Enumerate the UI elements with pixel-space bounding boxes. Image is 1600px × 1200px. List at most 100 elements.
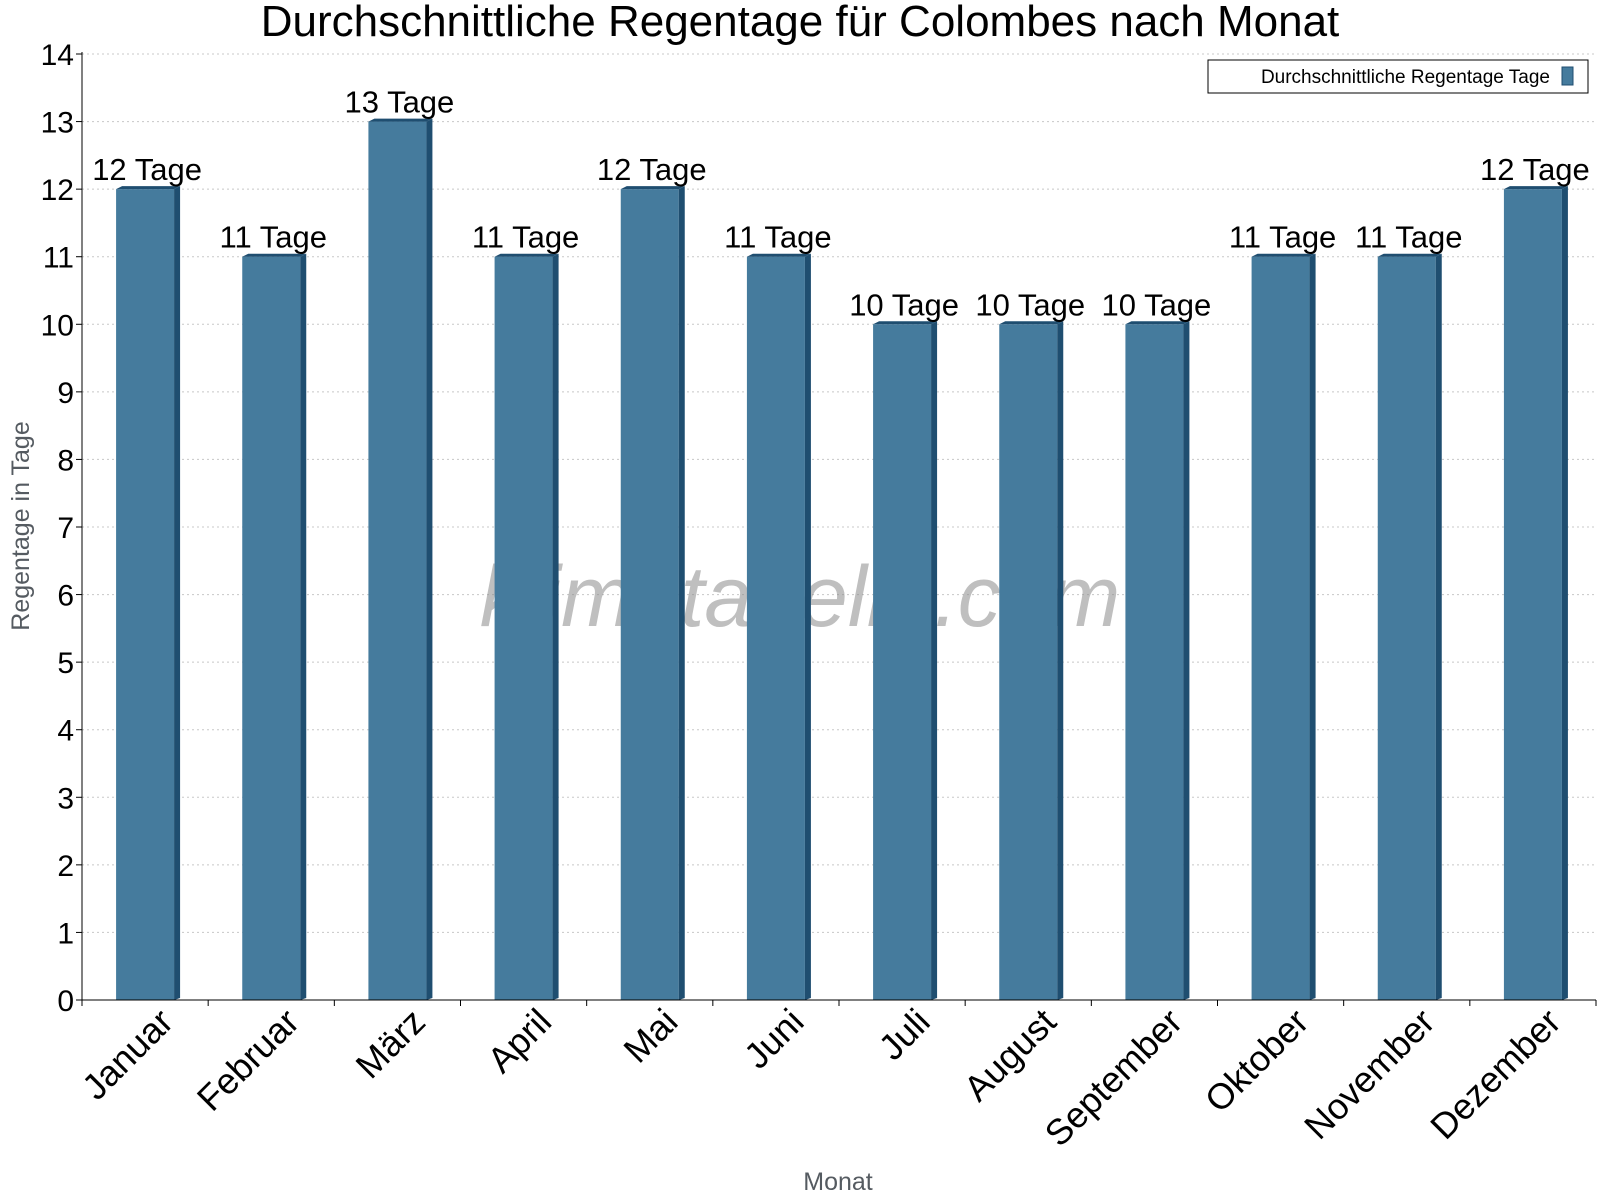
bar-front [242, 256, 301, 1000]
bar-front [873, 324, 932, 1000]
legend-box [1207, 59, 1589, 94]
bar-side [931, 321, 938, 1000]
bar-front [116, 189, 175, 1001]
data-label: 10 Tage [1102, 287, 1212, 322]
y-tick-label: 7 [57, 512, 74, 545]
bar-side [678, 186, 685, 1001]
y-tick-label: 3 [57, 782, 74, 815]
y-tick-label: 6 [57, 580, 74, 613]
x-tick-label: Juni [736, 1001, 812, 1077]
data-label: 12 Tage [1480, 152, 1590, 187]
x-axis-ticks: Januar Februar März April Mai Juni Juli AugustS… [74, 1000, 1597, 1154]
x-tick-label: August [956, 1001, 1064, 1109]
y-tick-label: 13 [41, 107, 74, 140]
bar-side [1057, 321, 1064, 1000]
bar-front [746, 256, 805, 1000]
x-tick-label: Mai [615, 1001, 685, 1071]
x-tick-label: April [479, 1001, 559, 1081]
legend-swatch [1561, 66, 1574, 86]
data-label: 12 Tage [92, 152, 202, 187]
x-tick-label: Dezember [1422, 1001, 1568, 1147]
x-tick-label: März [348, 1001, 434, 1087]
y-tick-label: 8 [57, 444, 74, 477]
x-tick-label: Juli [871, 1001, 938, 1068]
axes [81, 52, 1596, 1001]
bar-front [368, 121, 427, 1001]
y-tick-label: 0 [57, 985, 74, 1018]
bar-front [1251, 256, 1310, 1000]
bar-side [300, 253, 307, 1000]
bar-side [1183, 321, 1190, 1000]
bar-top [999, 321, 1064, 325]
bar-top [494, 253, 559, 257]
bar [620, 186, 685, 1001]
y-tick-label: 12 [41, 174, 74, 207]
bar-top [620, 186, 685, 190]
bar-front [999, 324, 1058, 1000]
x-tick-label: November [1296, 1001, 1442, 1147]
bar-front [1125, 324, 1184, 1000]
bar [1503, 186, 1568, 1001]
bar-side [426, 118, 433, 1001]
bar-side [1435, 253, 1442, 1000]
bar-front [620, 189, 679, 1001]
data-label: 11 Tage [220, 220, 327, 255]
bar [368, 118, 433, 1001]
x-tick-label: Oktober [1197, 1001, 1317, 1121]
bar-front [1377, 256, 1436, 1000]
bar-top [873, 321, 938, 325]
bar [999, 321, 1064, 1000]
grid-lines [82, 53, 1596, 933]
data-label: 11 Tage [1229, 220, 1336, 255]
y-tick-label: 10 [41, 309, 74, 342]
bar [1251, 253, 1316, 1000]
bar-top [746, 253, 811, 257]
bar-series [116, 118, 1568, 1001]
y-tick-label: 5 [57, 647, 74, 680]
bar-top [116, 186, 181, 190]
x-tick-label: Februar [189, 1001, 307, 1119]
chart-title: Durchschnittliche Regentage für Colombes… [261, 0, 1340, 46]
bar-side [174, 186, 181, 1001]
data-label: 12 Tage [597, 152, 707, 187]
y-tick-label: 11 [43, 242, 74, 275]
y-tick-label: 2 [57, 850, 74, 883]
bar-top [242, 253, 307, 257]
bar-top [1377, 253, 1442, 257]
bar-side [804, 253, 811, 1000]
legend-entry-label: Durchschnittliche Regentage Tage [1261, 67, 1550, 88]
bar-side [552, 253, 559, 1000]
bar-top [1251, 253, 1316, 257]
x-axis-label: Monat [803, 1168, 873, 1196]
bar [116, 186, 181, 1001]
y-tick-label: 14 [41, 39, 74, 72]
bar [873, 321, 938, 1000]
bar-side [1309, 253, 1316, 1000]
bar-front [1503, 189, 1562, 1001]
data-labels: 12 Tage 11 Tage 13 Tage 11 Tage 12 Tage 11 Ta… [92, 85, 1590, 323]
bar [746, 253, 811, 1000]
bar [242, 253, 307, 1000]
y-axis-label: Regentage in Tage [7, 421, 35, 630]
data-label: 11 Tage [1355, 220, 1462, 255]
bar [1125, 321, 1190, 1000]
bar-top [1503, 186, 1568, 190]
data-label: 11 Tage [472, 220, 579, 255]
y-tick-label: 9 [57, 377, 74, 410]
y-tick-label: 1 [57, 917, 74, 950]
legend: Durchschnittliche Regentage Tage [1207, 59, 1589, 94]
data-label: 11 Tage [724, 220, 831, 255]
data-label: 10 Tage [849, 287, 959, 322]
bar [1377, 253, 1442, 1000]
data-label: 13 Tage [345, 85, 455, 120]
bar [494, 253, 559, 1000]
bar-top [368, 118, 433, 122]
y-tick-label: 4 [57, 715, 74, 748]
x-tick-label: Januar [74, 1001, 181, 1108]
bar-top [1125, 321, 1190, 325]
data-label: 10 Tage [975, 287, 1085, 322]
bar-side [1561, 186, 1568, 1001]
bar-front [494, 256, 553, 1000]
